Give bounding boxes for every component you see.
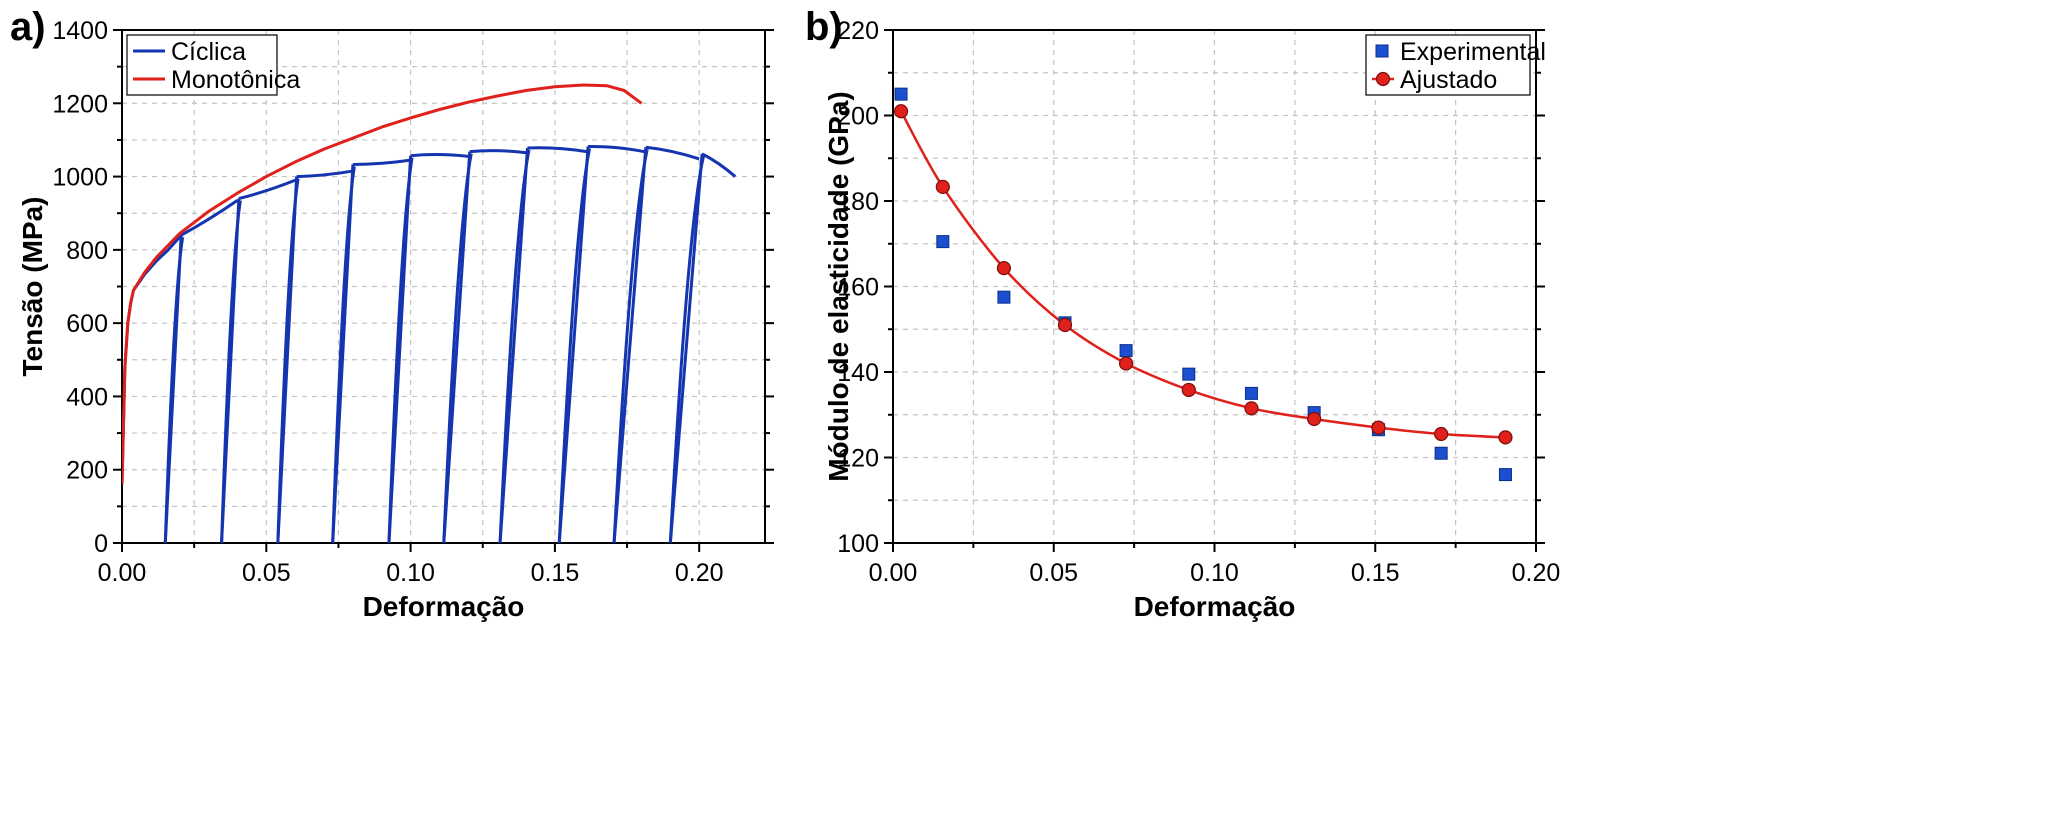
series-line-ajustado [899,110,1506,439]
ticks: 0.00 0.05 0.10 0.15 0.20 0 200 400 600 800 1000 120… [52,17,774,587]
series-line-ciclica-unload [668,153,704,543]
x-axis-title: Deformação [1134,591,1296,622]
y-axis-title: Tensão (MPa) [17,197,48,377]
series-line-ciclica-reload [557,148,592,543]
series-line-ciclica-reload [442,153,473,543]
series-line-ciclica-reload [612,148,649,543]
series-line-ciclica-reload [220,200,242,543]
y-tick-label: 200 [837,103,879,131]
series-line-ciclica-hardening [527,146,587,154]
point-experimental [997,290,1011,304]
y-tick-label: 140 [837,359,879,387]
series-line-ciclica-reload [163,236,185,543]
chart-b: 0.00 0.05 0.10 0.15 0.20 100 120 140 160 180 200 22… [805,5,1560,622]
series-line-monotonica [122,83,643,485]
point-ajustado [996,261,1012,276]
series-line-ciclica-hardening [645,145,700,161]
point-ajustado [1181,382,1196,398]
x-tick-label: 0.15 [531,559,580,587]
y-tick-label: 400 [66,383,108,411]
series-line-ciclica-reload [331,166,356,543]
series-line-ciclica-hardening [588,145,645,154]
series-line-ciclica-reload [498,149,531,543]
point-experimental [936,235,950,249]
legend-marker-square [1375,44,1389,58]
legend-marker-circle [1375,71,1391,87]
legend-label: Monotônica [171,66,300,94]
point-experimental [1434,446,1448,460]
legend-label: Cíclica [171,38,246,66]
y-tick-label: 180 [837,188,879,216]
plot-area [122,83,737,543]
series-line-ciclica-hardening [296,169,354,179]
y-tick-label: 0 [94,530,108,558]
panel-label: a) [10,5,46,49]
x-tick-label: 0.20 [675,559,724,587]
y-tick-label: 200 [66,457,108,485]
x-tick-label: 0.10 [1190,559,1239,587]
chart-a: 0.00 0.05 0.10 0.15 0.20 0 200 400 600 800 1000 120… [10,5,774,622]
plot-area [893,87,1513,482]
point-ajustado [1498,430,1513,445]
panel-label: b) [805,5,843,49]
y-axis-title: Módulo de elasticidade (GPa) [823,91,854,482]
legend-box [1365,34,1531,96]
series-line-ciclica-hardening [180,199,239,237]
series-line-ciclica-hardening [701,152,737,178]
series-line-ciclica-unload [612,147,648,543]
gridlines [122,30,765,543]
y-tick-label: 220 [837,17,879,45]
x-tick-label: 0.00 [98,559,147,587]
point-experimental [894,87,908,101]
point-experimental [1244,386,1258,400]
x-tick-label: 0.05 [242,559,291,587]
series-line-ciclica-hardening [352,158,411,166]
y-tick-label: 100 [837,530,879,558]
series-line-ciclica-reload [668,155,706,543]
x-axis-title: Deformação [363,591,525,622]
x-tick-label: 0.20 [1512,559,1561,587]
ticks: 0.00 0.05 0.10 0.15 0.20 100 120 140 160 180 200 22… [837,17,1560,587]
series-line-ciclica-reload [387,157,414,543]
legend-label: Experimental [1400,38,1546,66]
point-experimental [1182,367,1196,381]
series-line-ciclica-reload [276,178,300,543]
x-tick-label: 0.15 [1351,559,1400,587]
y-tick-label: 600 [66,310,108,338]
y-tick-label: 1000 [52,164,108,192]
y-tick-label: 1400 [52,17,108,45]
series-line-ciclica-hardening [469,149,527,155]
point-ajustado [1371,420,1386,435]
point-ajustado [1434,426,1449,442]
point-ajustado [893,104,909,119]
y-tick-label: 1200 [52,90,108,118]
y-tick-label: 120 [837,445,879,473]
series-line-ciclica-hardening [410,153,469,158]
series-line-ciclica-hardening [238,178,296,201]
point-experimental [1498,468,1512,482]
point-ajustado [1057,317,1073,333]
legend-box [126,34,278,96]
x-tick-label: 0.05 [1029,559,1078,587]
point-ajustado [1118,356,1134,371]
point-experimental [1119,344,1133,358]
point-ajustado [1307,411,1322,427]
legend-label: Ajustado [1400,66,1497,94]
gridlines [893,30,1536,543]
x-tick-label: 0.10 [386,559,435,587]
point-ajustado [1244,401,1259,416]
point-ajustado [935,179,950,194]
x-tick-label: 0.00 [869,559,918,587]
y-tick-label: 800 [66,237,108,265]
y-tick-label: 160 [837,274,879,302]
